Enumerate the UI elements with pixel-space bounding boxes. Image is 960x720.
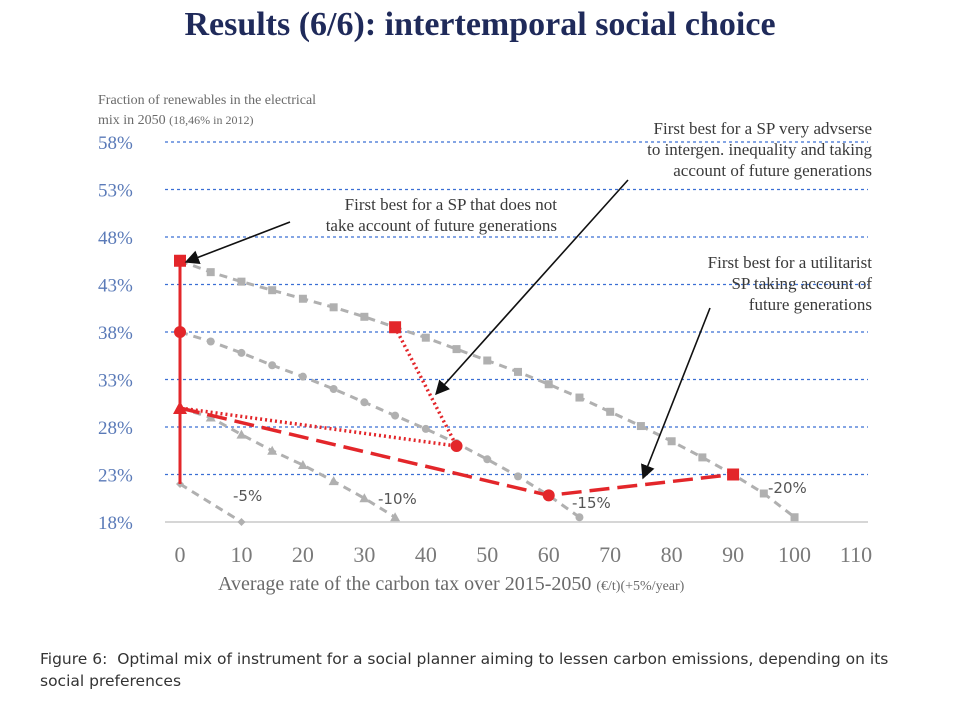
isoline-series <box>179 406 396 519</box>
isoline-label: -5% <box>233 487 262 505</box>
annotation-arrow <box>641 307 711 480</box>
red-marker <box>173 401 187 414</box>
isoline-point <box>359 493 370 503</box>
isoline-point <box>329 303 338 312</box>
y-tick-label: 18% <box>98 513 133 534</box>
isoline-point <box>268 361 277 370</box>
x-tick-label: 100 <box>778 542 811 567</box>
isoline-point <box>606 407 615 416</box>
isoline-point <box>206 337 215 346</box>
y-tick-label: 58% <box>98 133 133 154</box>
isoline-point <box>575 393 584 402</box>
slide-title: Results (6/6): intertemporal social choi… <box>184 6 776 43</box>
isoline-point <box>391 411 400 420</box>
isoline-point <box>575 513 584 522</box>
isoline-point <box>544 380 553 389</box>
caption-label: Figure 6: <box>40 650 108 668</box>
isoline-point <box>206 268 215 277</box>
y-tick-label: 38% <box>98 323 133 344</box>
y-tick-label: 43% <box>98 276 133 297</box>
figure-caption: Figure 6: Optimal mix of instrument for … <box>40 648 935 692</box>
isoline-point <box>790 513 799 522</box>
isoline-point <box>698 453 707 462</box>
annotation-text: First best for a SP very advserse <box>654 119 872 138</box>
isoline-point <box>267 445 278 455</box>
x-tick-label: 80 <box>661 542 683 567</box>
x-tick-label: 70 <box>599 542 621 567</box>
y-axis-label: Fraction of renewables in the electrical <box>98 93 316 108</box>
red-marker <box>174 254 186 267</box>
isoline-point <box>483 455 492 464</box>
annotation-arrow <box>184 221 291 265</box>
isoline-point <box>390 512 401 522</box>
isoline-point <box>667 437 676 446</box>
x-tick-label: 30 <box>353 542 375 567</box>
x-tick-label: 10 <box>230 542 252 567</box>
red-marker <box>389 321 402 334</box>
annotation-text: First best for a utilitarist <box>708 253 873 272</box>
annotation-text: future generations <box>749 295 872 314</box>
isoline-series <box>179 330 581 519</box>
annotation-text: take account of future generations <box>326 216 557 235</box>
isoline-point <box>237 277 246 286</box>
y-tick-label: 33% <box>98 371 133 392</box>
red-marker <box>542 489 555 502</box>
isoline-point <box>636 422 645 431</box>
red-marker <box>174 326 186 338</box>
y-tick-label: 23% <box>98 466 133 487</box>
isoline-point <box>237 518 246 526</box>
isoline-label: -10% <box>378 490 417 508</box>
x-tick-label: 60 <box>538 542 560 567</box>
isoline-point <box>237 348 246 357</box>
isoline-point <box>328 476 339 486</box>
y-tick-label: 53% <box>98 181 133 202</box>
isoline-point <box>514 367 522 376</box>
annotation-text: account of future generations <box>673 161 872 180</box>
isoline-point <box>360 312 369 321</box>
x-tick-label: 90 <box>722 542 744 567</box>
isoline-label: -20% <box>768 479 807 497</box>
isoline-label: -15% <box>572 494 611 512</box>
isoline-point <box>514 472 522 481</box>
isoline-point <box>298 372 307 381</box>
caption-text: Optimal mix of instrument for a social p… <box>40 650 889 690</box>
isoline-series <box>179 482 243 524</box>
x-axis-label-main: Average rate of the carbon tax over 2015… <box>218 573 596 595</box>
y-axis-label-main: mix in 2050 <box>98 113 169 128</box>
x-axis-label-unit: (€/t)(+5%/year) <box>596 579 684 594</box>
y-tick-label: 28% <box>98 418 133 439</box>
isoline-point <box>452 345 461 354</box>
isoline-point <box>759 489 768 498</box>
x-tick-label: 0 <box>175 542 186 567</box>
annotation-text: to intergen. inequality and taking <box>647 140 872 159</box>
y-tick-label: 48% <box>98 228 133 249</box>
isoline-point <box>421 333 430 342</box>
red-marker <box>450 440 463 452</box>
x-tick-label: 50 <box>476 542 498 567</box>
isoline-point <box>297 460 308 469</box>
y-axis-label-line2: mix in 2050 (18,46% in 2012) <box>98 113 254 128</box>
isoline-point <box>483 356 492 365</box>
annotation-text: First best for a SP that does not <box>345 195 558 214</box>
isoline-point <box>329 385 338 393</box>
x-tick-label: 20 <box>292 542 314 567</box>
x-axis-label: Average rate of the carbon tax over 2015… <box>218 573 685 595</box>
isoline-point <box>298 294 307 303</box>
y-axis-label-note: (18,46% in 2012) <box>169 113 253 127</box>
red-marker <box>727 468 740 481</box>
isoline-point <box>236 429 247 439</box>
isoline-point <box>421 424 430 433</box>
annotation-text: SP taking account of <box>731 274 872 293</box>
x-tick-label: 40 <box>415 542 437 567</box>
isoline-point <box>268 286 277 295</box>
x-tick-label: 110 <box>840 542 872 567</box>
isoline-point <box>360 398 369 407</box>
annotation-arrow <box>435 179 629 396</box>
